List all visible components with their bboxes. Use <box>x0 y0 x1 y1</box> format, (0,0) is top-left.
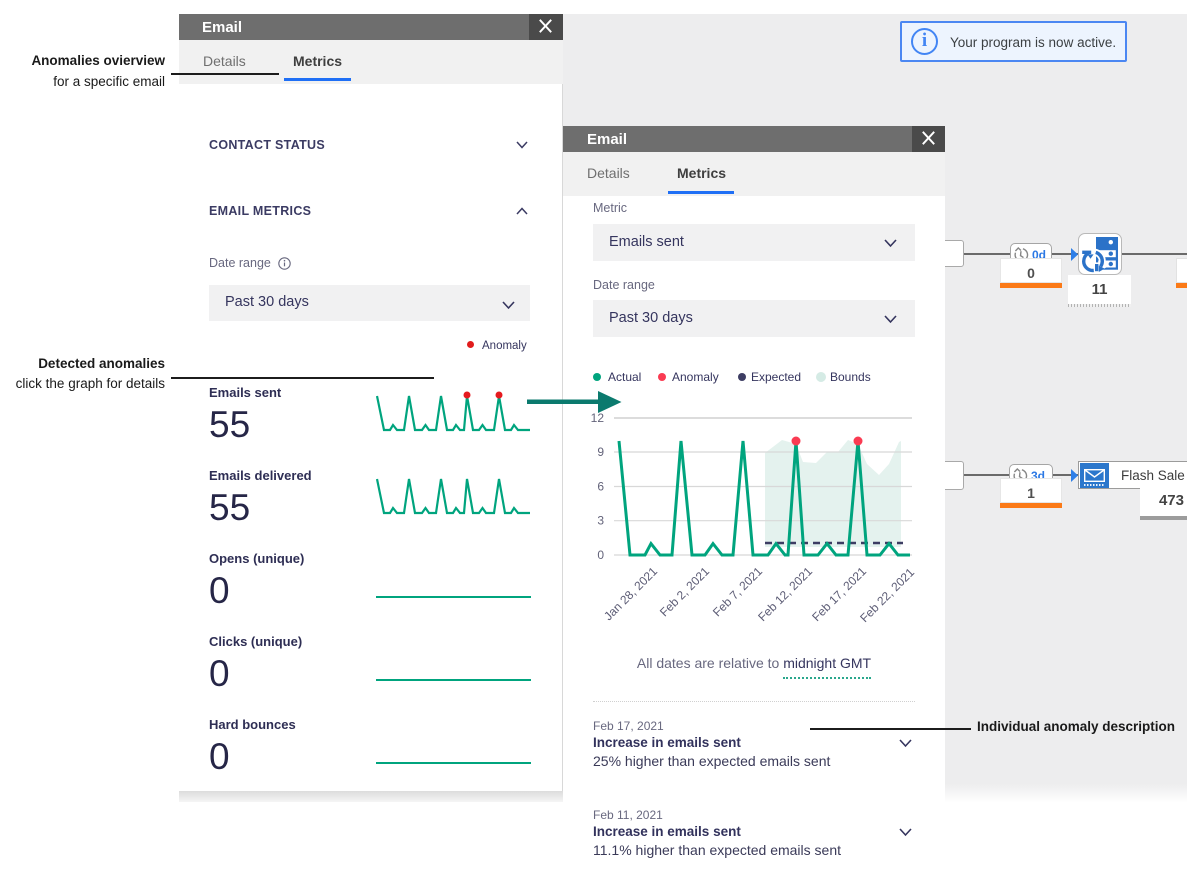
svg-text:9: 9 <box>597 445 604 459</box>
svg-text:3: 3 <box>597 514 604 528</box>
svg-text:Jan 28, 2021: Jan 28, 2021 <box>601 564 660 623</box>
svg-text:6: 6 <box>597 480 604 494</box>
svg-text:12: 12 <box>591 411 605 425</box>
svg-text:Feb 2, 2021: Feb 2, 2021 <box>657 564 712 619</box>
svg-text:Feb 12, 2021: Feb 12, 2021 <box>755 564 815 624</box>
svg-text:0: 0 <box>597 548 604 562</box>
